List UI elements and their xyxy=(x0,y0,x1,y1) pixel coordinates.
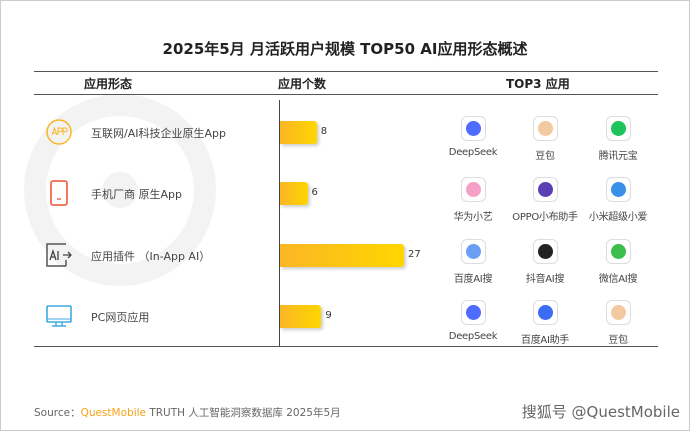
top-app: DeepSeek xyxy=(438,116,508,158)
data-label: 9 xyxy=(325,310,332,321)
header-rule xyxy=(34,94,658,95)
header-top3: TOP3 应用 xyxy=(506,77,570,91)
chart-title: 2025年5月 月活跃用户规模 TOP50 AI应用形态概述 xyxy=(162,40,528,58)
source-prefix: Source： xyxy=(34,407,81,419)
app-name: 百度AI助手 xyxy=(521,335,569,346)
top-app: 百度AI搜 xyxy=(438,239,508,285)
top-app: 百度AI助手 xyxy=(510,300,580,346)
app-name: DeepSeek xyxy=(448,147,498,158)
app-name: 豆包 xyxy=(535,151,555,162)
source-brand: QuestMobile xyxy=(80,407,146,419)
app-name: DeepSeek xyxy=(448,331,498,342)
data-label: 27 xyxy=(408,249,421,260)
app-logo-icon xyxy=(605,239,631,264)
bar xyxy=(280,305,322,328)
app-name: 华为小艺 xyxy=(453,212,493,223)
top-app: 豆包 xyxy=(510,116,580,162)
top-app: DeepSeek xyxy=(438,300,508,342)
app-name: OPPO小布助手 xyxy=(512,212,578,223)
source: Source：QuestMobile TRUTH 人工智能洞察数据库 2025年… xyxy=(34,405,341,420)
data-label: 6 xyxy=(311,187,318,198)
app-name: 百度AI搜 xyxy=(453,274,493,285)
ai-plugin-icon xyxy=(44,240,74,270)
category-label: PC网页应用 xyxy=(91,311,150,324)
category-label: 应用插件 （In-App AI） xyxy=(91,250,211,263)
app-name: 微信AI搜 xyxy=(598,274,638,285)
app-logo-icon xyxy=(532,239,558,264)
top-app: 微信AI搜 xyxy=(583,239,653,285)
app-logo-icon xyxy=(460,239,486,264)
app-name: 腾讯元宝 xyxy=(598,151,638,162)
header-type: 应用形态 xyxy=(84,77,133,91)
app-name: 豆包 xyxy=(608,335,628,346)
app-logo-icon xyxy=(532,177,558,202)
top-app: 小米超级小爱 xyxy=(583,177,653,223)
bar xyxy=(280,182,308,205)
app-logo-icon xyxy=(460,177,486,202)
monitor-icon xyxy=(44,301,74,331)
bar xyxy=(280,244,404,267)
app-logo-icon xyxy=(605,116,631,141)
top-rule xyxy=(34,71,658,72)
app-logo-icon xyxy=(460,116,486,141)
top-app: OPPO小布助手 xyxy=(510,177,580,223)
app-icon xyxy=(44,117,74,147)
data-label: 8 xyxy=(320,126,328,137)
top-app: 腾讯元宝 xyxy=(583,116,653,162)
app-logo-icon xyxy=(532,116,558,141)
bottom-rule xyxy=(34,346,658,347)
bar xyxy=(280,121,317,144)
top-app: 抖音AI搜 xyxy=(510,239,580,285)
app-logo-icon xyxy=(460,300,486,325)
app-logo-icon xyxy=(605,177,631,202)
app-name: 抖音AI搜 xyxy=(525,274,565,285)
app-name: 小米超级小爱 xyxy=(588,212,648,223)
top-app: 华为小艺 xyxy=(438,177,508,223)
handle: 搜狐号 @QuestMobile xyxy=(521,403,680,421)
y-axis xyxy=(279,100,280,346)
top-app: 豆包 xyxy=(583,300,653,346)
app-logo-icon xyxy=(532,300,558,325)
app-logo-icon xyxy=(605,300,631,325)
header-count: 应用个数 xyxy=(278,77,327,91)
phone-icon xyxy=(44,178,74,208)
category-label: 互联网/AI科技企业原生App xyxy=(91,127,226,140)
category-label: 手机厂商 原生App xyxy=(91,188,182,201)
source-rest: TRUTH 人工智能洞察数据库 2025年5月 xyxy=(146,407,341,419)
